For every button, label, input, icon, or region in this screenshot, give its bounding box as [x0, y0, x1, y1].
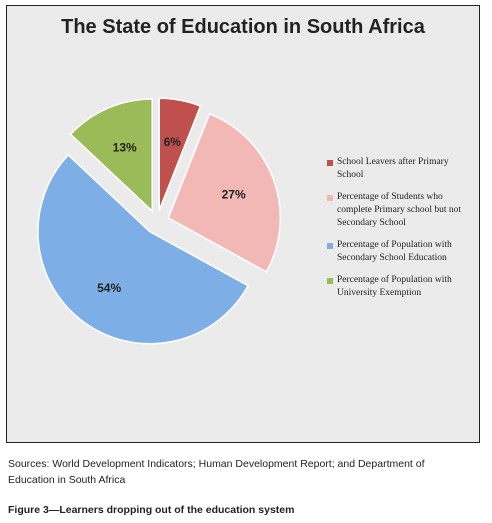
legend-swatch — [327, 160, 333, 166]
pie-chart: 6% 27% 54% 13% — [37, 97, 281, 345]
legend: School Leavers after Primary School Perc… — [327, 156, 477, 309]
legend-item-university: Percentage of Population with University… — [327, 274, 477, 300]
legend-swatch — [327, 195, 333, 201]
figure-caption: Figure 3—Learners dropping out of the ed… — [8, 504, 295, 516]
chart-frame: The State of Education in South Africa 6… — [6, 5, 480, 443]
legend-swatch — [327, 278, 333, 284]
legend-label: Percentage of Students who complete Prim… — [337, 192, 462, 228]
slice-data-label: 6% — [164, 135, 182, 149]
legend-label: Percentage of Population with Secondary … — [337, 240, 452, 263]
slice-secondary — [37, 153, 250, 345]
legend-label: Percentage of Population with University… — [337, 275, 452, 298]
slice-primary-leavers — [158, 97, 202, 211]
legend-item-secondary: Percentage of Population with Secondary … — [327, 239, 477, 265]
legend-swatch — [327, 243, 333, 249]
slice-not-secondary — [167, 112, 281, 273]
legend-label: School Leavers after Primary School — [337, 157, 449, 180]
slice-university — [69, 98, 153, 213]
legend-item-primary-leavers: School Leavers after Primary School — [327, 156, 477, 182]
legend-item-not-secondary: Percentage of Students who complete Prim… — [327, 191, 477, 230]
chart-title: The State of Education in South Africa — [61, 16, 425, 38]
sources-note: Sources: World Development Indicators; H… — [8, 458, 425, 486]
slice-data-label: 13% — [113, 140, 137, 154]
slice-data-label: 54% — [97, 281, 121, 295]
slice-data-label: 27% — [222, 187, 246, 201]
